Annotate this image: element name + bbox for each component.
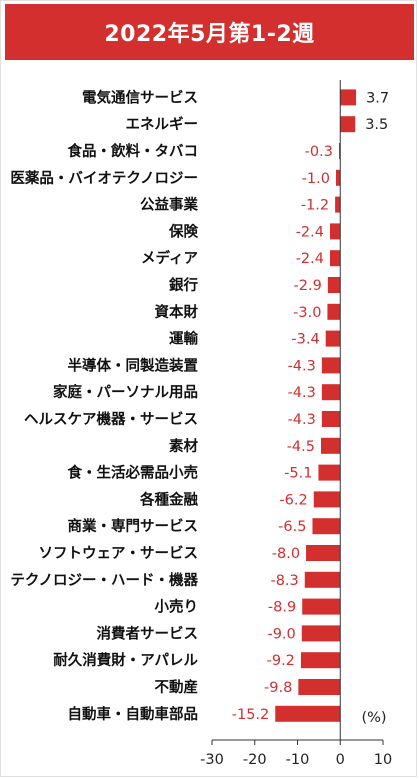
bar bbox=[327, 303, 341, 320]
bar bbox=[313, 491, 341, 508]
bar bbox=[340, 116, 356, 133]
value-label: -9.0 bbox=[267, 626, 295, 642]
value-label: -6.2 bbox=[279, 492, 307, 508]
value-label: -6.5 bbox=[278, 519, 306, 535]
category-label: 食品・飲料・タバコ bbox=[68, 142, 199, 160]
bar bbox=[335, 169, 341, 186]
bar bbox=[275, 705, 341, 722]
bar bbox=[325, 330, 341, 347]
value-label: -4.3 bbox=[288, 358, 316, 374]
category-label: テクノロジー・ハード・機器 bbox=[10, 571, 198, 589]
bar bbox=[329, 223, 341, 240]
value-label: -8.9 bbox=[268, 600, 296, 616]
value-label: -2.4 bbox=[296, 251, 324, 267]
category-label: 商業・専門サービス bbox=[68, 517, 199, 535]
bar bbox=[298, 679, 341, 695]
category-label: 家庭・パーソナル用品 bbox=[53, 383, 198, 401]
category-label: 各種金融 bbox=[139, 490, 198, 508]
bar bbox=[318, 464, 341, 481]
bar bbox=[304, 571, 341, 588]
category-label: エネルギー bbox=[126, 116, 199, 133]
value-label: -3.4 bbox=[291, 332, 319, 348]
value-label: -9.8 bbox=[264, 680, 292, 696]
value-label: -8.0 bbox=[272, 546, 300, 562]
value-label: -2.9 bbox=[294, 278, 322, 294]
bar bbox=[327, 277, 341, 293]
x-tick-label: -30 bbox=[200, 752, 224, 768]
bar bbox=[321, 437, 341, 454]
bar bbox=[340, 89, 357, 106]
x-tick-label: -20 bbox=[243, 752, 267, 768]
category-label: メディア bbox=[141, 249, 198, 267]
x-tick-label: 0 bbox=[336, 752, 345, 768]
value-label: -3.0 bbox=[293, 305, 321, 321]
category-label: 資本財 bbox=[155, 303, 199, 321]
category-label: ソフトウェア・サービス bbox=[39, 545, 199, 562]
x-ticks: -30 -20 -10 0 10 bbox=[200, 740, 392, 768]
category-label: ヘルスケア機器・サービス bbox=[24, 410, 198, 428]
bars-group bbox=[275, 89, 357, 722]
category-label: 銀行 bbox=[169, 276, 198, 294]
category-label: 素材 bbox=[169, 437, 198, 455]
bar bbox=[321, 357, 341, 374]
value-label: 3.7 bbox=[366, 90, 389, 106]
category-label: 消費者サービス bbox=[97, 624, 199, 642]
value-label: -9.2 bbox=[267, 653, 295, 669]
value-label: -4.3 bbox=[288, 385, 316, 401]
value-label: -1.0 bbox=[302, 171, 330, 187]
bar bbox=[335, 196, 341, 213]
bar bbox=[302, 598, 341, 615]
category-label: 医薬品・バイオテクノロジー bbox=[10, 169, 198, 187]
chart-title-banner: 2022年5月第1-2週 bbox=[5, 4, 414, 60]
bar bbox=[321, 411, 341, 427]
unit-label: (%) bbox=[361, 710, 386, 726]
bar bbox=[338, 143, 341, 159]
value-label: -4.3 bbox=[288, 412, 316, 428]
bar bbox=[312, 518, 341, 535]
bar bbox=[321, 384, 341, 401]
value-label: 3.5 bbox=[365, 117, 388, 133]
value-label: -5.1 bbox=[284, 466, 312, 482]
category-label: 食・生活必需品小売 bbox=[68, 464, 199, 482]
value-label: -4.5 bbox=[287, 439, 315, 455]
value-labels: 3.7 3.5 -0.3 -1.0 -1.2 -2.4 -2.4 -2.9 -3.0 -3.4 -4… bbox=[232, 90, 389, 722]
category-label: 運輸 bbox=[169, 330, 198, 348]
value-label: -2.4 bbox=[296, 224, 324, 240]
value-label: -0.3 bbox=[305, 144, 333, 160]
category-label: 小売り bbox=[155, 598, 199, 616]
x-tick-label: -10 bbox=[286, 752, 310, 768]
value-label: -15.2 bbox=[232, 707, 270, 723]
x-tick-label: 10 bbox=[374, 752, 392, 768]
category-label: 保険 bbox=[168, 222, 198, 240]
category-label: 耐久消費財・アパレル bbox=[53, 651, 198, 669]
category-label: 自動車・自動車部品 bbox=[68, 705, 199, 723]
bar bbox=[306, 545, 341, 561]
category-label: 不動産 bbox=[155, 678, 199, 696]
category-label: 電気通信サービス bbox=[82, 88, 198, 106]
value-label: -1.2 bbox=[301, 198, 329, 214]
chart-title: 2022年5月第1-2週 bbox=[104, 22, 315, 47]
bar bbox=[301, 625, 341, 642]
value-label: -8.3 bbox=[270, 573, 298, 589]
category-label: 公益事業 bbox=[140, 196, 198, 214]
bar bbox=[300, 652, 341, 669]
bar bbox=[329, 250, 341, 267]
category-labels: 電気通信サービスエネルギー食品・飲料・タバコ医薬品・バイオテクノロジー公益事業保… bbox=[10, 88, 198, 722]
category-label: 半導体・同製造装置 bbox=[68, 356, 199, 374]
